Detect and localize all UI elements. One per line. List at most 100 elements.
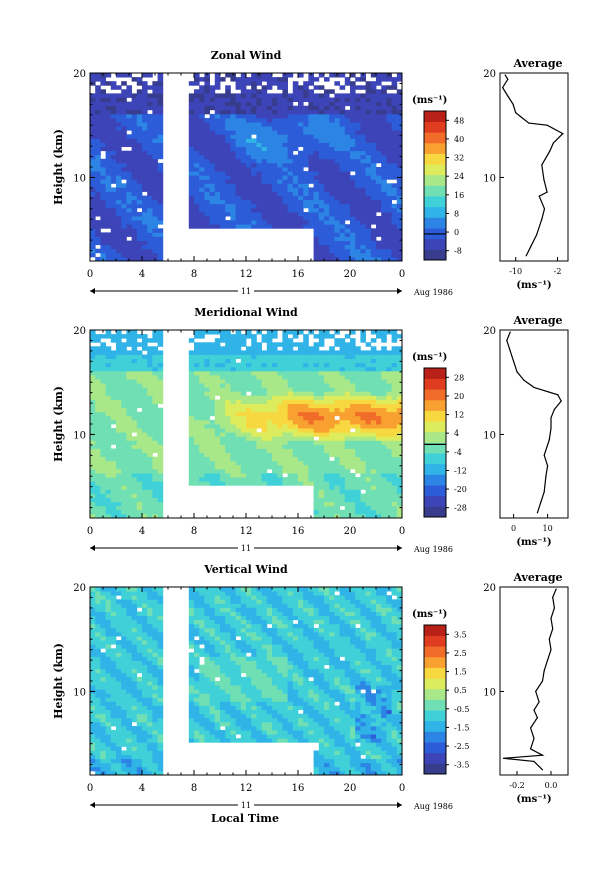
- heatmap-cell: [214, 101, 221, 107]
- heatmap-cell: [334, 187, 340, 192]
- heatmap-cell: [121, 464, 127, 470]
- heatmap-cell: [204, 342, 210, 347]
- heatmap-cell: [157, 350, 164, 355]
- heatmap-cell: [355, 146, 361, 152]
- y-tick-label: 10: [73, 430, 86, 441]
- heatmap-cell: [303, 464, 309, 470]
- heatmap-cell: [381, 248, 387, 254]
- heatmap-cell: [116, 387, 122, 392]
- date-arrow-head-right: [397, 545, 402, 551]
- heatmap-cell: [95, 142, 101, 147]
- heatmap-cell: [391, 154, 398, 160]
- heatmap-cell: [370, 460, 377, 466]
- heatmap-cell: [266, 395, 273, 400]
- heatmap-cell: [376, 240, 382, 246]
- heatmap-cell: [329, 440, 335, 445]
- heatmap-cell: [365, 236, 372, 241]
- heatmap-cell: [396, 334, 403, 339]
- heatmap-cell: [386, 105, 392, 111]
- heatmap-cell: [277, 419, 283, 425]
- heatmap-cell: [188, 358, 195, 364]
- heatmap-cell: [396, 150, 403, 156]
- heatmap-cell: [360, 448, 366, 453]
- heatmap-cell: [396, 212, 403, 217]
- heatmap-cell: [110, 485, 117, 490]
- profile-point: [520, 116, 522, 118]
- heatmap-cell: [308, 403, 314, 409]
- heatmap-cell: [204, 162, 210, 168]
- heatmap-cell: [131, 191, 138, 196]
- heatmap-cell: [209, 171, 216, 176]
- heatmap-cell: [381, 179, 387, 184]
- heatmap-cell: [194, 477, 200, 482]
- heatmap-cell: [147, 485, 153, 490]
- heatmap-cell: [131, 105, 138, 111]
- heatmap-cell: [391, 334, 398, 339]
- heatmap-cell: [391, 505, 398, 511]
- heatmap-cell: [355, 171, 361, 176]
- heatmap-cell: [318, 477, 325, 482]
- heatmap-cell: [126, 232, 132, 237]
- heatmap-cell: [110, 146, 117, 152]
- heatmap-cell: [318, 375, 325, 380]
- heatmap-cell: [126, 444, 132, 449]
- heatmap-cell: [209, 452, 216, 458]
- heatmap-cell: [376, 118, 382, 123]
- heatmap-cell: [266, 366, 273, 372]
- heatmap-cell: [370, 481, 377, 486]
- heatmap-cell: [256, 440, 262, 445]
- profile-point: [549, 150, 551, 152]
- heatmap-cell: [105, 113, 112, 119]
- heatmap-cell: [329, 224, 335, 229]
- heatmap-cell: [199, 220, 205, 225]
- heatmap-cell: [246, 89, 252, 94]
- heatmap-cell: [339, 375, 346, 380]
- heatmap-cell: [292, 93, 299, 98]
- heatmap-cell: [131, 167, 138, 172]
- heatmap-cell: [246, 334, 252, 339]
- heatmap-cell: [220, 130, 226, 135]
- heatmap-cell: [95, 738, 101, 743]
- heatmap-cell: [100, 697, 106, 702]
- heatmap-cell: [324, 334, 330, 339]
- heatmap-cell: [126, 126, 132, 131]
- heatmap-cell: [214, 126, 221, 131]
- heatmap-cell: [261, 224, 268, 229]
- heatmap-cell: [126, 358, 132, 364]
- heatmap-cell: [313, 424, 320, 429]
- heatmap-cell: [240, 130, 247, 135]
- heatmap-cell: [282, 334, 288, 339]
- heatmap-cell: [157, 207, 164, 213]
- heatmap-cell: [329, 113, 335, 119]
- heatmap-cell: [246, 428, 252, 433]
- heatmap-cell: [386, 240, 392, 246]
- heatmap-cell: [199, 93, 205, 98]
- heatmap-cell: [261, 97, 268, 102]
- heatmap-cell: [240, 93, 247, 98]
- heatmap-cell: [318, 199, 325, 205]
- heatmap-cell: [251, 81, 257, 86]
- heatmap-cell: [308, 122, 314, 127]
- heatmap-cell: [100, 738, 106, 743]
- heatmap-cell: [355, 370, 361, 376]
- heatmap-cell: [298, 460, 304, 466]
- heatmap-cell: [235, 342, 242, 347]
- heatmap-cell: [365, 415, 372, 421]
- heatmap-cell: [282, 469, 288, 474]
- heatmap-cell: [121, 342, 127, 347]
- x-tick-label: 20: [344, 526, 357, 537]
- heatmap-cell: [220, 109, 226, 115]
- heatmap-cell: [391, 362, 398, 368]
- heatmap-cell: [324, 207, 330, 213]
- heatmap-cell: [209, 460, 216, 466]
- heatmap-cell: [147, 509, 153, 515]
- heatmap-cell: [251, 175, 257, 180]
- heatmap-cell: [277, 199, 283, 205]
- heatmap-cell: [256, 370, 262, 376]
- heatmap-cell: [376, 77, 382, 82]
- heatmap-cell: [194, 460, 200, 466]
- heatmap-cell: [90, 399, 96, 404]
- heatmap-cell: [142, 97, 148, 102]
- heatmap-cell: [360, 203, 366, 209]
- colorbar-frame: [423, 110, 447, 261]
